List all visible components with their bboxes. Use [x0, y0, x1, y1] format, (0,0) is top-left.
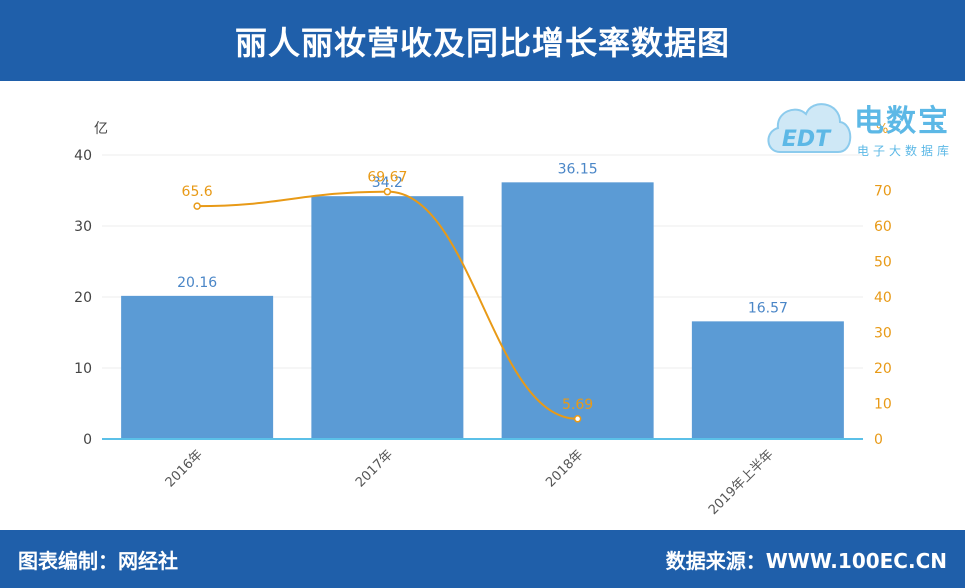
bar-value-label: 16.57 — [748, 300, 788, 316]
y-right-tick-label: 0 — [874, 432, 883, 448]
y-right-unit-label: % — [876, 122, 888, 137]
x-tick-label: 2017年 — [353, 447, 396, 490]
footer-source: 数据来源：WWW.100EC.CN — [665, 549, 947, 573]
bar-value-label: 36.15 — [558, 161, 598, 177]
x-tick-label: 2016年 — [163, 447, 206, 490]
logo-title: 电数宝 — [854, 104, 950, 139]
cloud-logo-icon: EDT — [767, 103, 852, 153]
footer-bar: 图表编制：网经社 数据来源：WWW.100EC.CN — [0, 530, 965, 588]
line-value-label: 65.6 — [182, 184, 213, 200]
y-right-tick-label: 10 — [874, 397, 892, 413]
growth-rate-line — [197, 190, 578, 420]
revenue-growth-chart: 010203040亿010203040506070%20.1634.236.15… — [74, 121, 892, 518]
bar-value-label: 34.2 — [372, 175, 403, 191]
line-value-label: 69.67 — [367, 170, 407, 186]
line-point — [383, 187, 392, 196]
bar — [311, 196, 464, 439]
bar — [691, 321, 844, 439]
y-right-tick-label: 20 — [874, 361, 892, 377]
y-right-tick-label: 50 — [874, 255, 892, 271]
header-bar: 丽人丽妆营收及同比增长率数据图 — [0, 0, 965, 81]
y-right-tick-label: 70 — [874, 184, 892, 200]
footer-credit: 图表编制：网经社 — [18, 549, 178, 573]
y-right-tick-label: 60 — [874, 219, 892, 235]
brand-logo: EDT 电数宝 电子大数据库 — [762, 88, 962, 168]
y-left-tick-label: 0 — [83, 432, 92, 448]
y-left-tick-label: 10 — [74, 361, 92, 377]
y-right-tick-label: 40 — [874, 290, 892, 306]
line-point — [193, 202, 201, 210]
logo-subtitle: 电子大数据库 — [857, 144, 954, 158]
page-title: 丽人丽妆营收及同比增长率数据图 — [234, 23, 730, 62]
line-value-label: 5.69 — [562, 397, 593, 413]
y-left-tick-label: 40 — [74, 148, 92, 164]
bar-value-label: 20.16 — [177, 275, 217, 291]
bar — [121, 295, 274, 439]
x-tick-label: 2019年上半年 — [706, 447, 777, 518]
y-left-tick-label: 30 — [74, 219, 92, 235]
logo-mark-text: EDT — [782, 127, 832, 152]
y-left-tick-label: 20 — [74, 290, 92, 306]
x-tick-label: 2018年 — [543, 447, 586, 490]
y-right-tick-label: 30 — [874, 326, 892, 342]
bar — [501, 182, 654, 439]
y-left-unit-label: 亿 — [94, 121, 108, 137]
line-point — [573, 415, 582, 423]
